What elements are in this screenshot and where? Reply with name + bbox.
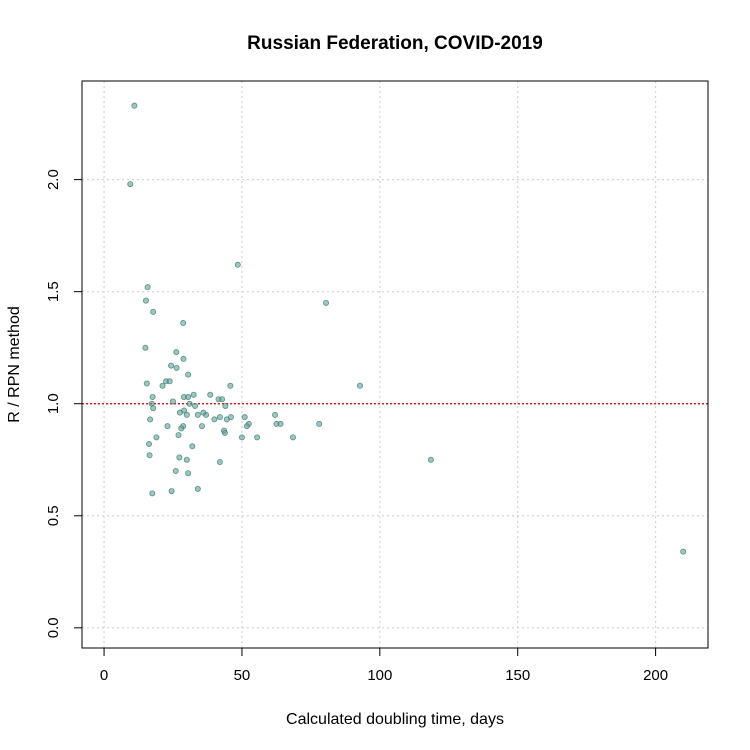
x-tick-label: 50 xyxy=(234,667,251,684)
data-point xyxy=(146,441,153,448)
data-point xyxy=(194,411,201,418)
data-point xyxy=(190,391,197,398)
data-point xyxy=(146,452,153,459)
data-point xyxy=(172,467,179,474)
data-point xyxy=(186,400,193,407)
data-point xyxy=(166,378,173,385)
y-tick-label: 1.5 xyxy=(45,281,62,302)
y-axis-label: R / RPN method xyxy=(6,306,23,422)
data-point xyxy=(216,414,223,421)
data-point xyxy=(680,548,687,555)
data-point xyxy=(183,411,190,418)
data-point xyxy=(176,409,183,416)
data-point xyxy=(289,434,296,441)
data-point xyxy=(216,458,223,465)
y-tick-label: 2.0 xyxy=(45,169,62,190)
data-point xyxy=(149,393,156,400)
data-point xyxy=(185,371,192,378)
data-point xyxy=(316,420,323,427)
data-point xyxy=(221,429,228,436)
data-point xyxy=(227,382,234,389)
data-point xyxy=(142,344,149,351)
grid xyxy=(82,81,708,648)
x-tick-label: 150 xyxy=(505,667,530,684)
x-axis: 0 50 100 150 200 xyxy=(100,647,668,684)
data-point xyxy=(176,454,183,461)
data-point xyxy=(356,382,363,389)
data-point xyxy=(142,297,149,304)
data-point xyxy=(173,349,180,356)
data-point xyxy=(211,416,218,423)
data-point xyxy=(127,181,134,188)
y-tick-label: 1.0 xyxy=(45,393,62,414)
data-point xyxy=(243,423,250,430)
data-point xyxy=(192,402,199,409)
data-points xyxy=(127,102,687,555)
data-point xyxy=(131,102,138,109)
data-point xyxy=(180,355,187,362)
plot-frame xyxy=(81,80,709,649)
data-point xyxy=(234,261,241,268)
data-point xyxy=(427,456,434,463)
data-point xyxy=(222,402,229,409)
y-tick-label: 0.0 xyxy=(45,617,62,638)
data-point xyxy=(143,380,150,387)
data-point xyxy=(189,443,196,450)
data-point xyxy=(323,299,330,306)
data-point xyxy=(272,411,279,418)
x-tick-label: 0 xyxy=(100,667,108,684)
data-point xyxy=(183,456,190,463)
data-point xyxy=(168,488,175,495)
data-point xyxy=(185,393,192,400)
data-point xyxy=(170,398,177,405)
data-point xyxy=(180,320,187,327)
data-point xyxy=(144,284,151,291)
y-tick-label: 0.5 xyxy=(45,505,62,526)
data-point xyxy=(168,362,175,369)
x-tick-label: 100 xyxy=(367,667,392,684)
x-axis-label: Calculated doubling time, days xyxy=(286,711,504,728)
data-point xyxy=(227,414,234,421)
data-point xyxy=(178,425,185,432)
x-tick-label: 200 xyxy=(643,667,668,684)
data-point xyxy=(207,391,214,398)
data-point xyxy=(175,432,182,439)
data-point xyxy=(254,434,261,441)
chart-title: Russian Federation, COVID-2019 xyxy=(247,33,543,54)
y-axis: 0.0 0.5 1.0 1.5 2.0 xyxy=(45,169,82,638)
data-point xyxy=(277,420,284,427)
data-point xyxy=(153,434,160,441)
data-point xyxy=(159,382,166,389)
data-point xyxy=(198,423,205,430)
data-point xyxy=(147,416,154,423)
data-point xyxy=(149,490,156,497)
data-point xyxy=(200,409,207,416)
data-point xyxy=(219,396,226,403)
data-point xyxy=(164,423,171,430)
data-point xyxy=(238,434,245,441)
data-point xyxy=(241,414,248,421)
data-point xyxy=(194,485,201,492)
data-point xyxy=(150,405,157,412)
data-point xyxy=(173,364,180,371)
data-point xyxy=(185,470,192,477)
data-point xyxy=(150,308,157,315)
